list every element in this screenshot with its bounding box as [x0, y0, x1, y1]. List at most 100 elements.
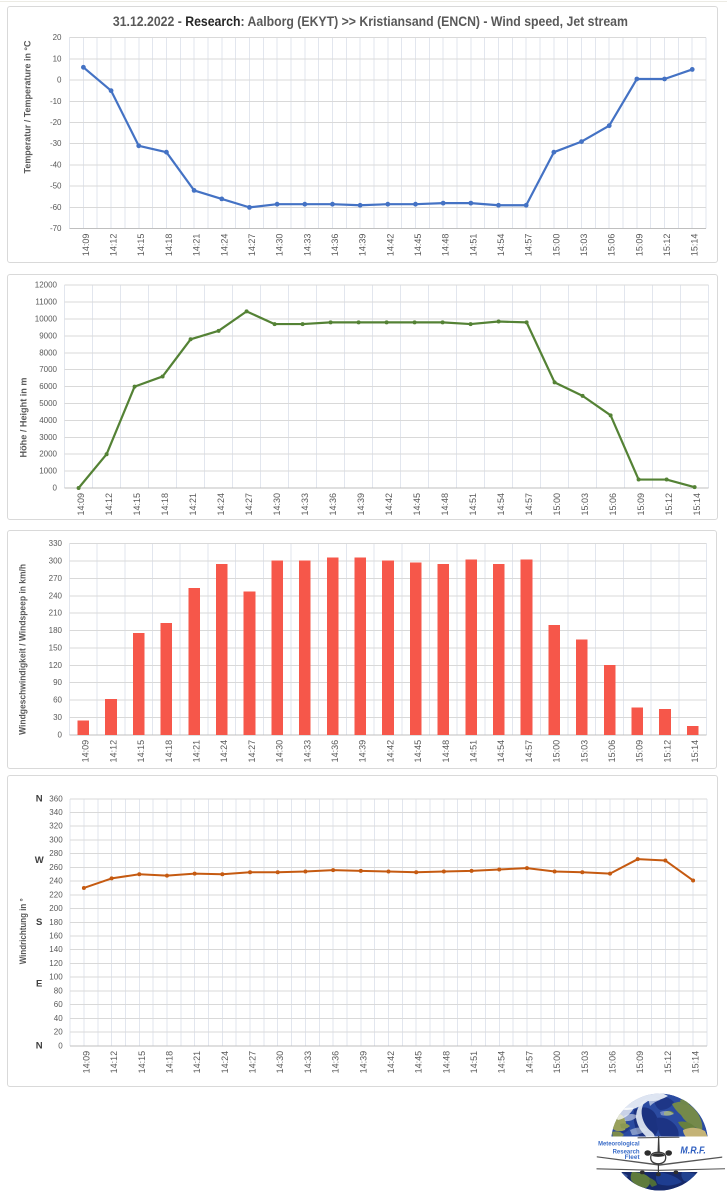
svg-text:14:21: 14:21	[192, 740, 202, 763]
svg-text:14:51: 14:51	[468, 234, 478, 257]
svg-text:160: 160	[49, 932, 63, 941]
svg-text:14:48: 14:48	[441, 740, 451, 763]
svg-text:14:18: 14:18	[160, 493, 170, 516]
svg-text:6000: 6000	[39, 382, 57, 391]
svg-text:14:27: 14:27	[248, 1051, 258, 1074]
svg-text:15:14: 15:14	[692, 493, 702, 516]
svg-text:14:54: 14:54	[496, 740, 506, 763]
svg-text:280: 280	[49, 849, 63, 858]
svg-text:14:15: 14:15	[136, 740, 146, 763]
svg-text:14:39: 14:39	[358, 740, 368, 763]
svg-text:180: 180	[49, 918, 63, 927]
svg-text:140: 140	[49, 945, 63, 954]
svg-text:14:45: 14:45	[414, 1051, 424, 1074]
svg-text:14:42: 14:42	[385, 740, 395, 763]
svg-text:Windgeschwindigkeit / Windsp: Windgeschwindigkeit / Windspeep in km/h	[18, 564, 28, 735]
svg-text:120: 120	[49, 959, 63, 968]
svg-text:14:09: 14:09	[81, 234, 91, 257]
svg-text:14:54: 14:54	[497, 1051, 507, 1074]
svg-text:14:24: 14:24	[219, 234, 229, 257]
svg-text:15:03: 15:03	[580, 1051, 590, 1074]
svg-text:14:27: 14:27	[247, 234, 257, 257]
svg-text:15:03: 15:03	[580, 493, 590, 516]
svg-text:60: 60	[53, 696, 62, 705]
svg-text:14:30: 14:30	[275, 234, 285, 257]
svg-text:14:24: 14:24	[219, 740, 229, 763]
svg-text:240: 240	[49, 591, 63, 600]
svg-text:14:51: 14:51	[469, 1051, 479, 1074]
svg-text:14:12: 14:12	[109, 1051, 119, 1074]
svg-text:60: 60	[54, 1000, 63, 1009]
svg-text:15:14: 15:14	[690, 740, 700, 763]
svg-text:Höhe / Height in m: Höhe / Height in m	[18, 378, 28, 458]
svg-text:14:15: 14:15	[132, 493, 142, 516]
svg-text:14:12: 14:12	[109, 234, 119, 257]
svg-text:14:09: 14:09	[81, 740, 91, 763]
svg-text:14:42: 14:42	[386, 1051, 396, 1074]
svg-text:14:45: 14:45	[412, 493, 422, 516]
svg-text:31.12.2022 - Research: Aalborg: 31.12.2022 - Research: Aalborg (EKYT) >>…	[113, 14, 628, 29]
svg-text:14:36: 14:36	[331, 1051, 341, 1074]
svg-text:-20: -20	[50, 118, 62, 127]
svg-text:15:03: 15:03	[579, 740, 589, 763]
svg-text:8000: 8000	[39, 348, 57, 357]
svg-text:210: 210	[49, 609, 63, 618]
svg-text:14:45: 14:45	[413, 740, 423, 763]
svg-text:30: 30	[53, 713, 62, 722]
svg-text:100: 100	[49, 973, 63, 982]
svg-text:260: 260	[49, 863, 63, 872]
svg-text:14:30: 14:30	[275, 1051, 285, 1074]
svg-text:360: 360	[49, 794, 63, 803]
svg-text:15:12: 15:12	[664, 493, 674, 516]
svg-text:Windrichtung in °: Windrichtung in °	[18, 898, 28, 964]
svg-text:40: 40	[54, 1014, 63, 1023]
svg-text:0: 0	[58, 730, 63, 739]
svg-text:14:21: 14:21	[188, 493, 198, 516]
svg-text:120: 120	[49, 661, 63, 670]
svg-text:-50: -50	[50, 182, 62, 191]
svg-text:14:33: 14:33	[302, 234, 312, 257]
svg-text:E: E	[36, 979, 42, 990]
svg-text:20: 20	[53, 33, 62, 42]
svg-text:14:48: 14:48	[440, 493, 450, 516]
svg-text:14:57: 14:57	[524, 740, 534, 763]
svg-text:20: 20	[54, 1028, 63, 1037]
svg-text:4000: 4000	[39, 416, 57, 425]
svg-text:14:42: 14:42	[384, 493, 394, 516]
svg-text:14:33: 14:33	[300, 493, 310, 516]
svg-text:150: 150	[49, 643, 63, 652]
svg-text:300: 300	[49, 835, 63, 844]
svg-text:S: S	[36, 917, 42, 928]
svg-text:7000: 7000	[39, 365, 57, 374]
svg-text:14:42: 14:42	[385, 234, 395, 257]
svg-text:14:21: 14:21	[192, 234, 202, 257]
svg-text:14:24: 14:24	[220, 1051, 230, 1074]
svg-text:14:33: 14:33	[303, 1051, 313, 1074]
svg-text:15:00: 15:00	[551, 234, 561, 257]
svg-text:9000: 9000	[39, 331, 57, 340]
svg-text:14:39: 14:39	[356, 493, 366, 516]
svg-text:200: 200	[49, 904, 63, 913]
svg-text:14:36: 14:36	[330, 740, 340, 763]
svg-text:14:09: 14:09	[76, 493, 86, 516]
svg-text:14:21: 14:21	[192, 1051, 202, 1074]
svg-text:15:06: 15:06	[607, 234, 617, 257]
svg-text:0: 0	[57, 76, 62, 85]
svg-text:-70: -70	[50, 224, 62, 233]
svg-text:240: 240	[49, 877, 63, 886]
svg-text:14:45: 14:45	[413, 234, 423, 257]
svg-text:14:12: 14:12	[108, 740, 118, 763]
svg-text:1000: 1000	[39, 467, 57, 476]
svg-text:14:36: 14:36	[328, 493, 338, 516]
svg-text:Meteorological: Meteorological	[598, 1141, 640, 1147]
svg-text:14:36: 14:36	[330, 234, 340, 257]
svg-text:3000: 3000	[39, 433, 57, 442]
svg-text:-10: -10	[50, 97, 62, 106]
svg-text:N: N	[36, 793, 43, 804]
svg-text:W: W	[35, 855, 44, 866]
svg-text:15:00: 15:00	[552, 740, 562, 763]
svg-text:14:54: 14:54	[496, 493, 506, 516]
svg-text:12000: 12000	[35, 281, 58, 290]
svg-text:Research: Research	[613, 1149, 640, 1155]
svg-text:Fleet: Fleet	[625, 1155, 640, 1161]
